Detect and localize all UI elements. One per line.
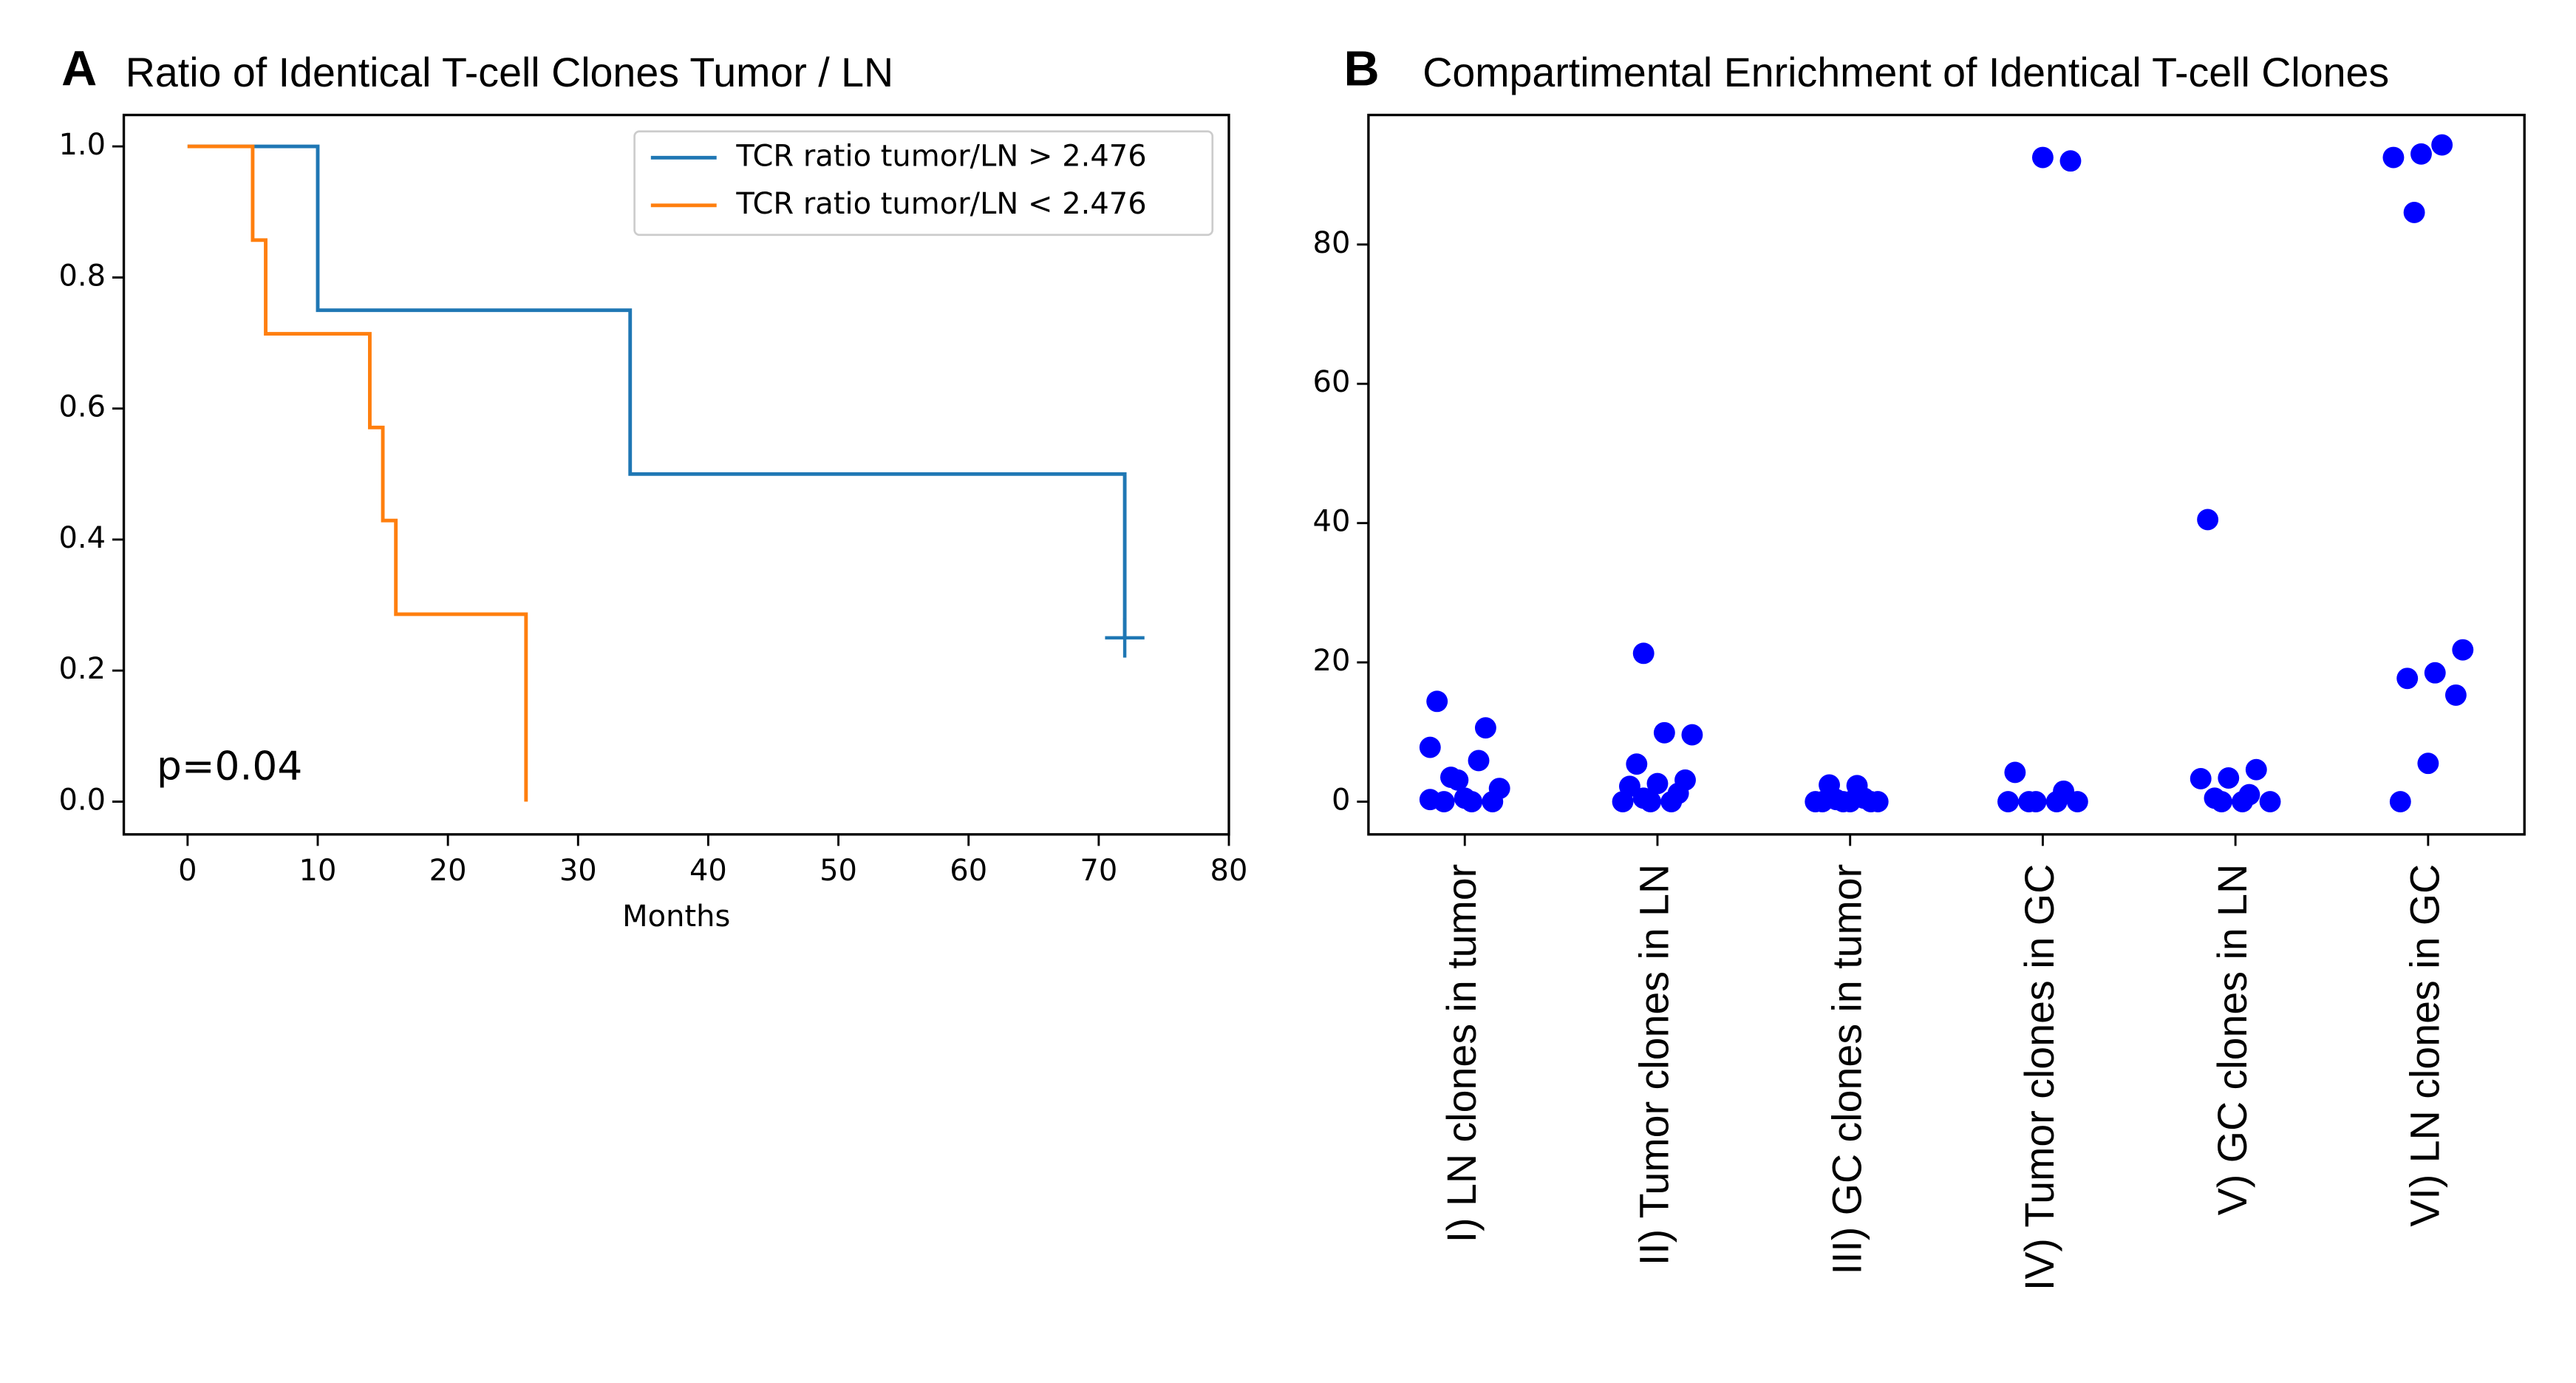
x-tick-label: 0	[178, 854, 197, 888]
data-point	[2382, 146, 2405, 169]
y-tick-label: 60	[1313, 365, 1351, 399]
data-point	[1646, 772, 1669, 795]
data-point	[2031, 146, 2054, 169]
data-point	[1612, 791, 1634, 812]
data-point	[2431, 134, 2453, 156]
panel-letter: A	[61, 41, 97, 96]
legend-box	[633, 130, 1214, 237]
data-point	[2444, 684, 2467, 706]
y-tick-label: 0.0	[59, 784, 106, 818]
data-point	[2204, 787, 2226, 809]
data-point	[2018, 791, 2040, 812]
data-point	[1660, 791, 1683, 812]
y-tick-label: 0.6	[59, 390, 106, 424]
legend-label: TCR ratio tumor/LN < 2.476	[735, 187, 1146, 221]
data-point	[2410, 143, 2432, 165]
annotation: p=0.04	[157, 743, 302, 789]
y-tick-label: 0.2	[59, 652, 106, 686]
x-tick-label: I) LN clones in tumor	[1439, 864, 1485, 1243]
chart-title: Ratio of Identical T-cell Clones Tumor /…	[126, 50, 893, 95]
data-point	[2232, 791, 2253, 812]
x-tick-label: VI) LN clones in GC	[2402, 864, 2448, 1227]
legend-label: TCR ratio tumor/LN > 2.476	[735, 139, 1146, 173]
survival-line	[187, 144, 1127, 638]
y-tick-label: 80	[1313, 226, 1351, 260]
data-point	[2218, 767, 2240, 789]
data-point	[2259, 791, 2281, 812]
x-tick-label: 10	[299, 854, 337, 888]
y-tick-label: 20	[1313, 644, 1351, 678]
data-point	[1632, 787, 1655, 809]
data-point	[2066, 791, 2088, 812]
panel-letter: B	[1344, 41, 1380, 96]
data-point	[2417, 752, 2439, 775]
x-tick-label: 30	[559, 854, 597, 888]
plot-frame	[122, 113, 1230, 836]
data-point	[1482, 791, 1504, 812]
data-point	[1853, 787, 1875, 809]
x-tick-label: 40	[689, 854, 727, 888]
data-point	[2389, 791, 2411, 812]
data-point	[2190, 768, 2212, 789]
y-tick-label: 0	[1332, 784, 1350, 818]
censor-mark	[1105, 618, 1145, 658]
x-tick-label: 20	[429, 854, 467, 888]
x-axis-label: Months	[622, 900, 730, 934]
data-point	[2059, 150, 2082, 172]
y-tick-label: 40	[1313, 505, 1351, 539]
data-point	[1626, 753, 1648, 775]
x-tick-label: II) Tumor clones in LN	[1632, 864, 1677, 1265]
data-point	[1997, 791, 2019, 812]
data-point	[1419, 789, 1441, 811]
x-tick-label: IV) Tumor clones in GC	[2017, 864, 2062, 1291]
data-point	[1825, 789, 1847, 811]
chart-title: Compartimental Enrichment of Identical T…	[1422, 50, 2389, 95]
data-point	[1419, 736, 1441, 758]
data-point	[1632, 642, 1655, 665]
data-point	[2045, 791, 2068, 812]
x-tick-label: V) GC clones in LN	[2209, 864, 2255, 1215]
data-point	[1653, 721, 1675, 744]
data-point	[1805, 791, 1827, 812]
data-point	[1468, 750, 1490, 772]
data-point	[2452, 639, 2474, 661]
data-point	[1454, 787, 1476, 809]
data-point	[1426, 690, 1448, 713]
data-point	[1474, 717, 1496, 739]
data-point	[2245, 758, 2267, 781]
data-point	[1447, 769, 1469, 791]
data-point	[2004, 761, 2026, 784]
x-tick-label: 70	[1080, 854, 1117, 888]
survival-line	[187, 144, 528, 802]
data-point	[2424, 662, 2446, 684]
x-tick-label: 80	[1210, 854, 1248, 888]
x-tick-label: 50	[820, 854, 857, 888]
y-tick-label: 1.0	[59, 128, 106, 162]
data-point	[2403, 202, 2425, 223]
data-point	[1681, 724, 1703, 746]
data-point	[2197, 509, 2219, 531]
y-tick-label: 0.4	[59, 521, 106, 555]
x-tick-label: III) GC clones in tumor	[1824, 864, 1870, 1275]
data-point	[2396, 667, 2419, 690]
plot-frame	[1367, 113, 2526, 836]
x-tick-label: 60	[950, 854, 987, 888]
y-tick-label: 0.8	[59, 259, 106, 293]
